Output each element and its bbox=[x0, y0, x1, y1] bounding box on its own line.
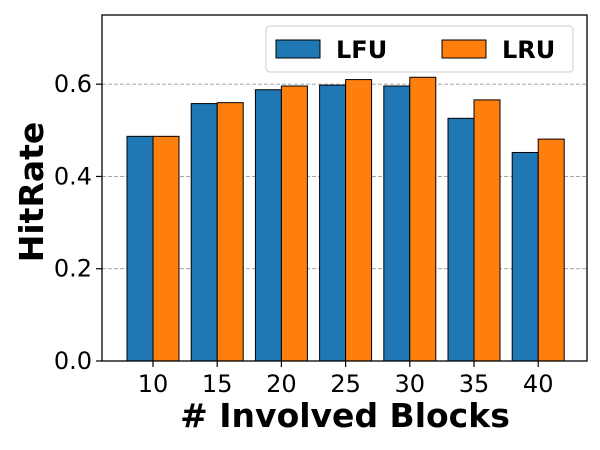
legend-label-lru: LRU bbox=[502, 36, 555, 64]
bar-lru-35 bbox=[473, 99, 501, 362]
x-tick-label: 20 bbox=[266, 370, 297, 398]
bar-lfu-30 bbox=[383, 85, 411, 362]
y-axis-ticks: 0.0 0.2 0.4 0.6 bbox=[54, 70, 102, 375]
y-tick-label: 0.4 bbox=[54, 162, 92, 190]
bar-lfu-10 bbox=[126, 135, 154, 362]
plot-area-frame bbox=[101, 14, 588, 362]
y-tick-label: 0.0 bbox=[54, 347, 92, 375]
bar-lru-20 bbox=[280, 85, 308, 362]
bar-lru-40 bbox=[537, 138, 565, 362]
bar-lfu-15 bbox=[190, 103, 218, 362]
bar-lru-30 bbox=[409, 76, 437, 362]
x-tick-label: 40 bbox=[523, 370, 554, 398]
y-tick-label: 0.6 bbox=[54, 70, 92, 98]
bar-lru-15 bbox=[216, 102, 244, 362]
bar-lfu-25 bbox=[319, 84, 347, 362]
y-tick-label: 0.2 bbox=[54, 255, 92, 283]
bar-lfu-40 bbox=[511, 151, 539, 362]
bar-lru-25 bbox=[345, 79, 373, 362]
legend-label-lfu: LFU bbox=[336, 36, 387, 64]
y-axis-title: HitRate bbox=[12, 122, 51, 263]
x-tick-label: 15 bbox=[202, 370, 233, 398]
x-axis-title: # Involved Blocks bbox=[180, 396, 510, 435]
legend-frame bbox=[265, 25, 574, 73]
x-tick-label: 10 bbox=[138, 370, 169, 398]
bar-lfu-20 bbox=[254, 89, 282, 362]
bars bbox=[126, 76, 565, 362]
legend-swatch-lru bbox=[441, 39, 487, 59]
legend-swatch-lfu bbox=[275, 39, 321, 59]
bar-lfu-35 bbox=[447, 117, 475, 362]
legend: LFU LRU bbox=[265, 25, 574, 73]
bar-lru-10 bbox=[152, 135, 180, 362]
x-tick-label: 25 bbox=[330, 370, 361, 398]
x-tick-label: 30 bbox=[395, 370, 426, 398]
x-axis-ticks: 10 15 20 25 30 35 40 bbox=[138, 361, 554, 398]
x-tick-label: 35 bbox=[459, 370, 490, 398]
